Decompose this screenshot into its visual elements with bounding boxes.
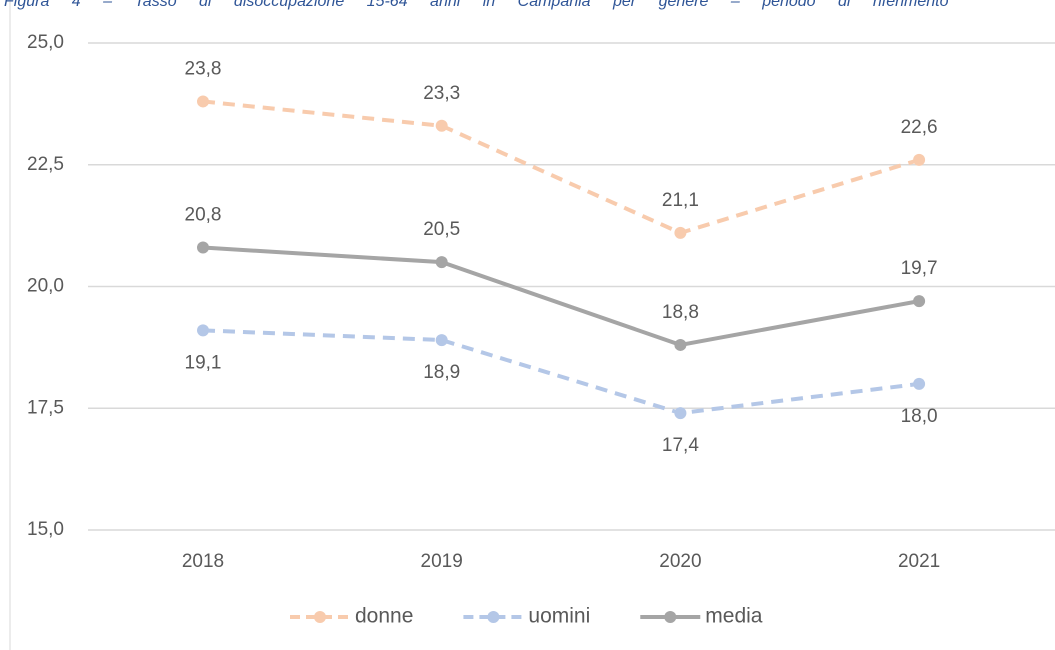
x-tick-label: 2018 xyxy=(182,551,224,572)
data-point xyxy=(674,338,687,351)
y-tick-label: 25,0 xyxy=(27,32,64,53)
series-line xyxy=(202,99,920,236)
data-point xyxy=(913,153,926,166)
data-label: 17,4 xyxy=(662,435,699,456)
data-label: 23,3 xyxy=(423,83,460,104)
legend-label: donne xyxy=(355,605,413,628)
data-point xyxy=(197,241,209,254)
y-tick-label: 22,5 xyxy=(27,154,64,175)
data-point xyxy=(435,119,448,132)
y-tick-label: 15,0 xyxy=(27,519,64,540)
data-label: 20,5 xyxy=(423,219,460,240)
chart-title: Figura 4 – Tasso di disoccupazione 15-64… xyxy=(4,0,949,10)
data-point xyxy=(197,324,209,337)
legend-marker xyxy=(487,611,500,623)
data-label: 19,1 xyxy=(185,352,222,373)
series-line xyxy=(202,245,920,348)
data-point xyxy=(674,226,687,239)
data-label: 22,6 xyxy=(901,117,938,138)
data-point xyxy=(435,334,448,347)
data-label: 20,8 xyxy=(185,205,222,226)
data-point xyxy=(913,377,926,390)
data-point xyxy=(913,295,926,308)
legend-label: media xyxy=(705,605,763,628)
data-point xyxy=(197,95,209,108)
data-label: 23,8 xyxy=(185,58,222,79)
legend-label: uomini xyxy=(528,605,590,628)
data-label: 21,1 xyxy=(662,190,699,211)
y-tick-label: 17,5 xyxy=(27,397,64,418)
data-point xyxy=(674,407,687,420)
data-point xyxy=(435,256,448,269)
y-tick-label: 20,0 xyxy=(27,276,64,297)
legend-marker xyxy=(664,611,677,623)
data-label: 19,7 xyxy=(901,258,938,279)
legend-marker xyxy=(314,611,326,623)
x-tick-label: 2020 xyxy=(659,551,701,572)
data-label: 18,0 xyxy=(901,406,938,427)
x-tick-label: 2021 xyxy=(898,551,940,572)
data-label: 18,9 xyxy=(423,362,460,383)
series-line xyxy=(202,328,920,416)
x-tick-label: 2019 xyxy=(421,551,463,572)
data-label: 18,8 xyxy=(662,302,699,323)
